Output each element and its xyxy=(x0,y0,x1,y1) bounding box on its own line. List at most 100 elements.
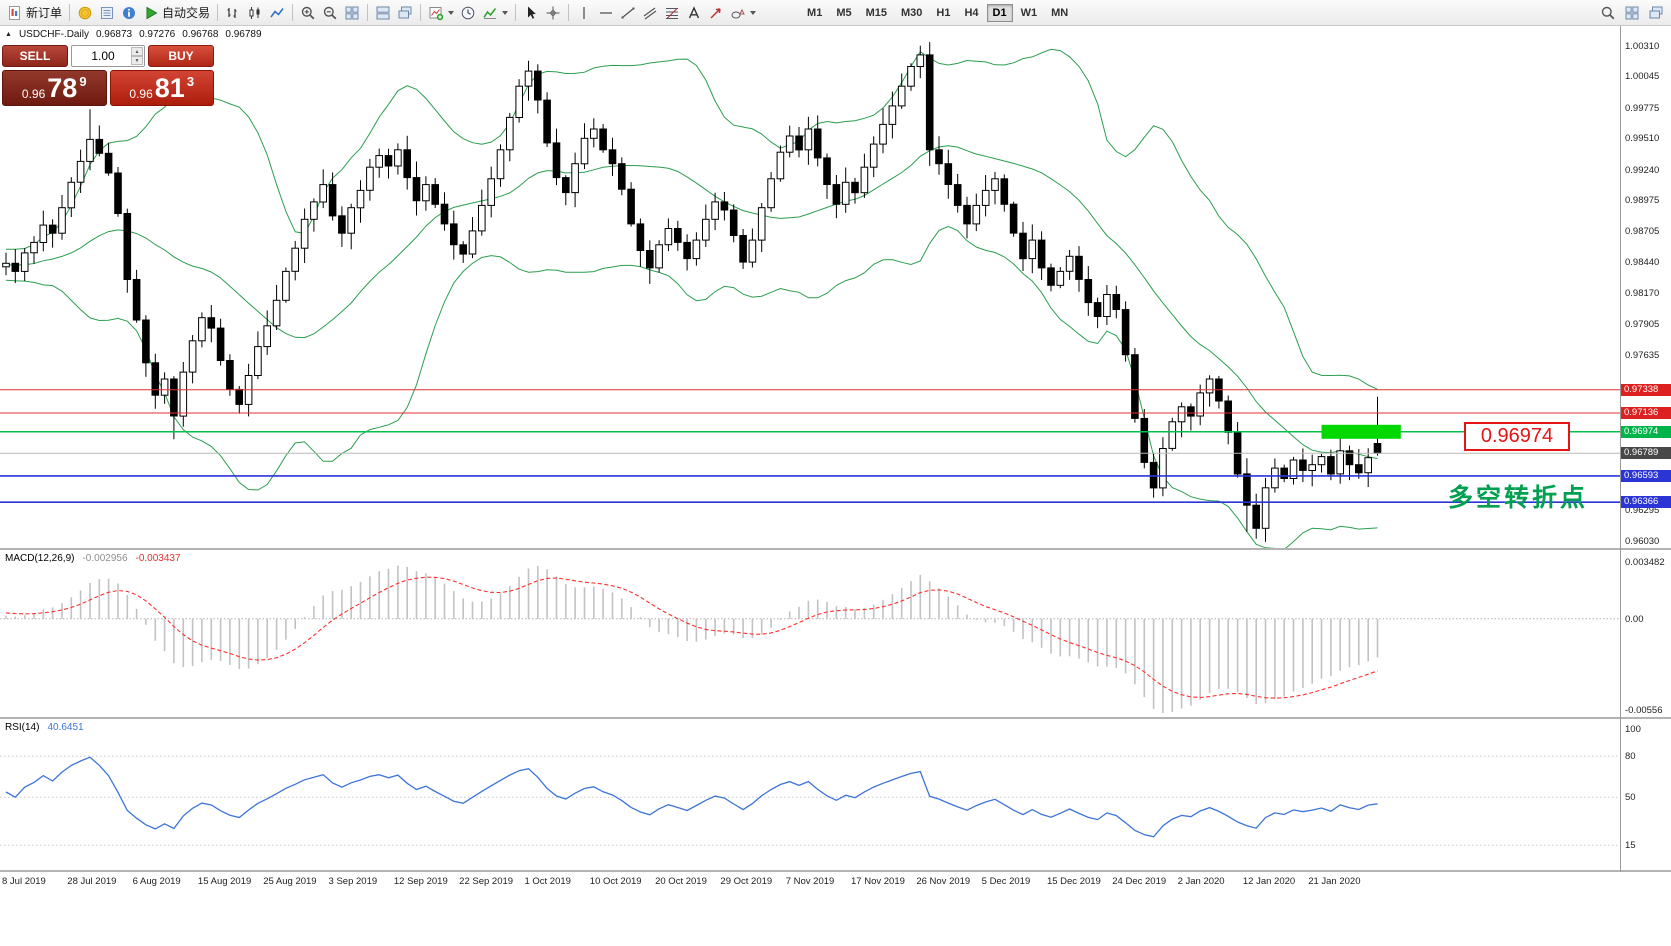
market-icon xyxy=(99,5,115,21)
trade-panel-toggle-icon[interactable]: ▲ xyxy=(5,31,12,38)
candle-chart-icon xyxy=(247,5,263,21)
chart-header: ▲ USDCHF-.Daily 0.96873 0.97276 0.96768 … xyxy=(5,29,262,40)
market-watch-button[interactable] xyxy=(96,2,118,24)
timeframe-m5[interactable]: M5 xyxy=(830,4,857,22)
rsi-scale-label: 100 xyxy=(1625,723,1641,735)
crosshair-tool-button[interactable] xyxy=(542,2,564,24)
rsi-panel[interactable] xyxy=(0,719,1620,870)
date-label: 5 Dec 2019 xyxy=(981,876,1031,887)
tile-windows-button[interactable] xyxy=(341,2,363,24)
candles xyxy=(2,42,1382,542)
lot-size-field[interactable]: ▲ ▼ xyxy=(71,45,145,67)
price-axis-separator xyxy=(1620,26,1621,872)
lot-spinner: ▲ ▼ xyxy=(131,47,143,65)
autotrading-button-label: 自动交易 xyxy=(162,6,211,20)
window-list-button[interactable] xyxy=(1645,2,1667,24)
buy-price-display[interactable]: 0.96 81 3 xyxy=(109,70,214,106)
caret-down-icon xyxy=(448,10,455,15)
arrange-icon xyxy=(375,5,391,21)
vertical-line-tool-button[interactable] xyxy=(573,2,595,24)
date-label: 24 Dec 2019 xyxy=(1112,876,1167,887)
lot-size-input[interactable] xyxy=(72,48,134,64)
timeframe-m15[interactable]: M15 xyxy=(860,4,893,22)
timeframe-d1[interactable]: D1 xyxy=(986,3,1013,22)
one-click-trading-panel: SELL ▲ ▼ BUY 0.96 78 9 0.96 xyxy=(2,45,214,106)
sell-price-display[interactable]: 0.96 78 9 xyxy=(2,70,107,106)
arrange-charts-button[interactable] xyxy=(372,2,394,24)
panel-divider[interactable] xyxy=(0,548,1671,550)
macd-main-value: -0.002956 xyxy=(82,553,128,564)
timeframe-h4[interactable]: H4 xyxy=(958,4,984,22)
text-tool-button[interactable] xyxy=(683,2,705,24)
toolbar-separator xyxy=(515,4,517,21)
timeframe-w1[interactable]: W1 xyxy=(1015,4,1044,22)
deposit-button[interactable] xyxy=(74,2,96,24)
new-chart-icon xyxy=(428,5,444,21)
timeframe-mn[interactable]: MN xyxy=(1045,4,1074,22)
turning-point-label[interactable]: 多空转折点 xyxy=(1447,484,1588,512)
price-marker-0.97136: 0.97136 xyxy=(1621,407,1671,420)
price-scale-label: 0.97635 xyxy=(1625,350,1660,362)
search-button[interactable] xyxy=(1597,2,1619,24)
price-axis[interactable]: 1.00310 1.00045 0.99775 0.99510 0.99240 0.989… xyxy=(1621,26,1671,872)
new-order-button[interactable]: 新订单 xyxy=(4,2,65,24)
caret-down-icon xyxy=(750,10,757,15)
period-button[interactable] xyxy=(457,2,479,24)
trendline-tool-button[interactable] xyxy=(617,2,639,24)
price-scale-label: 0.99775 xyxy=(1625,102,1660,114)
symbol-name: USDCHF-.Daily xyxy=(18,29,89,40)
arrows-tool-button[interactable] xyxy=(705,2,727,24)
new-order-icon xyxy=(7,5,23,21)
arrows-icon xyxy=(708,5,724,21)
line-chart-button[interactable] xyxy=(266,2,288,24)
fibonacci-tool-button[interactable] xyxy=(661,2,683,24)
sell-price-prefix: 0.96 xyxy=(21,86,46,101)
sell-button[interactable]: SELL xyxy=(2,45,68,67)
indicators-button[interactable] xyxy=(479,2,511,24)
price-chart-panel[interactable] xyxy=(0,26,1620,548)
date-label: 15 Aug 2019 xyxy=(197,876,252,887)
lot-decrease-button[interactable]: ▼ xyxy=(131,56,143,65)
date-label: 3 Sep 2019 xyxy=(328,876,378,887)
candlestick-chart-button[interactable] xyxy=(244,2,266,24)
highlight-rectangle[interactable] xyxy=(1321,424,1401,439)
panel-divider[interactable] xyxy=(0,717,1671,719)
timeframe-m1[interactable]: M1 xyxy=(801,4,828,22)
cursor-icon xyxy=(523,5,539,21)
info-button[interactable] xyxy=(118,2,140,24)
zoom-in-button[interactable] xyxy=(297,2,319,24)
price-marker-0.97338: 0.97338 xyxy=(1621,383,1671,396)
window-layout-button[interactable] xyxy=(1621,2,1643,24)
zoom-in-icon xyxy=(300,5,316,21)
rsi-value: 40.6451 xyxy=(47,722,84,733)
buy-button[interactable]: BUY xyxy=(148,45,214,67)
price-callout-box[interactable]: 0.96974 xyxy=(1464,422,1570,451)
time-axis[interactable]: 8 Jul 2019 28 Jul 2019 6 Aug 2019 15 Aug 20… xyxy=(0,872,1620,892)
shapes-tool-button[interactable] xyxy=(727,2,759,24)
new-chart-button[interactable] xyxy=(425,2,457,24)
macd-histogram xyxy=(5,565,1379,713)
bar-chart-button[interactable] xyxy=(222,2,244,24)
macd-panel[interactable] xyxy=(0,550,1620,717)
macd-title: MACD(12,26,9) xyxy=(5,553,75,564)
zoom-out-button[interactable] xyxy=(319,2,341,24)
hline-icon xyxy=(598,5,614,21)
autotrading-button[interactable]: 自动交易 xyxy=(140,2,213,24)
timeframe-h1[interactable]: H1 xyxy=(930,4,956,22)
timeframe-m30[interactable]: M30 xyxy=(895,4,928,22)
lot-increase-button[interactable]: ▲ xyxy=(131,47,143,56)
price-scale-label: 1.00310 xyxy=(1625,40,1660,52)
info-icon xyxy=(121,5,137,21)
price-scale-label: 0.98975 xyxy=(1625,195,1660,207)
clock-icon xyxy=(460,5,476,21)
horizontal-line-tool-button[interactable] xyxy=(595,2,617,24)
panel-divider[interactable] xyxy=(0,870,1671,872)
channel-tool-button[interactable] xyxy=(639,2,661,24)
tile-icon xyxy=(344,5,360,21)
cascade-charts-button[interactable] xyxy=(394,2,416,24)
toolbar-separator xyxy=(69,4,71,21)
price-scale-label: 0.97905 xyxy=(1625,319,1660,331)
terminal-window: 新订单 自动交易 M1 M5 M15 M30 H1 H4 D1 W1 MN ▲ USDCHF-.Da… xyxy=(0,0,1671,892)
cursor-tool-button[interactable] xyxy=(520,2,542,24)
date-label: 17 Nov 2019 xyxy=(851,876,905,887)
